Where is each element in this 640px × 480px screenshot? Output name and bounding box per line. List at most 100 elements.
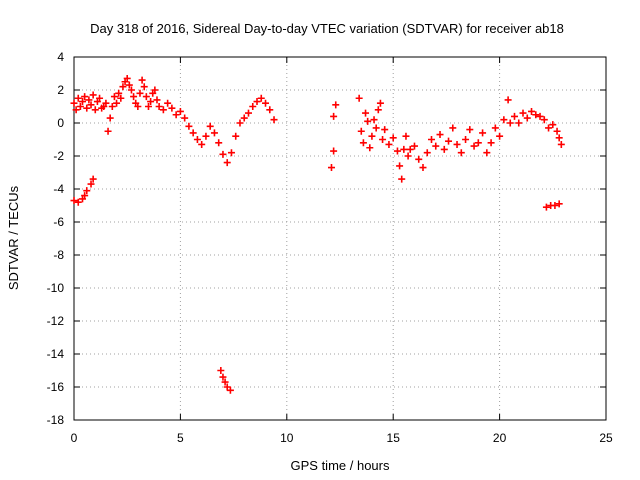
data-point xyxy=(402,132,410,140)
data-point xyxy=(74,94,82,102)
data-point xyxy=(370,116,378,124)
data-point xyxy=(136,89,144,97)
data-point xyxy=(81,192,89,200)
data-point xyxy=(398,175,406,183)
data-point xyxy=(432,142,440,150)
y-tick-label: -18 xyxy=(47,413,65,427)
x-tick-label: 15 xyxy=(387,431,401,445)
data-point xyxy=(202,132,210,140)
data-point xyxy=(257,94,265,102)
data-point xyxy=(266,106,274,114)
data-point xyxy=(91,106,99,114)
data-point xyxy=(515,119,523,127)
data-point xyxy=(127,86,135,94)
data-point xyxy=(168,104,176,112)
data-point xyxy=(483,149,491,157)
data-point xyxy=(215,139,223,147)
data-point xyxy=(81,93,89,101)
data-point xyxy=(372,124,380,132)
data-point xyxy=(555,200,563,208)
data-point xyxy=(393,147,401,155)
data-point xyxy=(134,103,142,110)
data-point xyxy=(510,112,518,120)
data-point xyxy=(206,122,214,130)
data-point xyxy=(108,103,116,110)
data-point xyxy=(87,101,95,109)
y-tick-label: -4 xyxy=(53,182,64,196)
data-point xyxy=(96,94,104,102)
data-point xyxy=(142,93,150,101)
data-point xyxy=(423,149,431,157)
data-point xyxy=(428,136,436,143)
x-tick-label: 10 xyxy=(280,431,294,445)
data-point xyxy=(415,155,423,163)
data-point xyxy=(102,99,110,107)
data-point xyxy=(253,98,261,106)
data-point xyxy=(396,162,404,170)
data-point xyxy=(355,94,363,102)
y-tick-label: -16 xyxy=(47,380,65,394)
data-point xyxy=(74,198,82,206)
y-tick-label: 4 xyxy=(57,50,64,64)
data-point xyxy=(219,150,227,158)
data-point xyxy=(362,109,370,117)
data-point xyxy=(400,145,408,153)
data-point xyxy=(542,203,550,211)
data-point xyxy=(500,116,508,124)
data-point xyxy=(262,99,270,107)
data-point xyxy=(89,175,97,183)
data-point xyxy=(376,99,384,107)
data-point xyxy=(540,116,548,124)
data-point xyxy=(506,119,514,127)
data-point xyxy=(491,124,499,132)
x-tick-label: 5 xyxy=(177,431,184,445)
data-point xyxy=(551,202,559,209)
data-point xyxy=(70,197,78,205)
y-tick-label: -10 xyxy=(47,281,65,295)
data-point xyxy=(236,119,244,127)
data-point xyxy=(217,367,225,374)
data-point xyxy=(223,383,231,391)
data-point xyxy=(445,137,453,145)
x-tick-label: 25 xyxy=(599,431,613,445)
data-point xyxy=(330,147,338,155)
data-point xyxy=(406,145,414,153)
data-point xyxy=(385,140,393,148)
data-point xyxy=(555,134,563,142)
data-point xyxy=(189,129,197,137)
data-point xyxy=(389,134,397,142)
data-point xyxy=(221,378,229,386)
data-point xyxy=(532,111,540,119)
data-point xyxy=(159,106,167,114)
data-point xyxy=(453,140,461,148)
data-point xyxy=(172,111,180,119)
data-point xyxy=(164,99,172,107)
data-point xyxy=(249,103,257,110)
data-point xyxy=(113,99,121,107)
data-point xyxy=(83,104,91,112)
data-point xyxy=(79,98,87,106)
data-point xyxy=(374,106,382,114)
data-point xyxy=(440,145,448,153)
data-point xyxy=(528,107,536,115)
data-point xyxy=(72,106,80,114)
data-point xyxy=(123,74,131,82)
data-point xyxy=(115,89,123,97)
data-point xyxy=(449,124,457,132)
y-tick-label: -8 xyxy=(53,248,64,262)
data-point xyxy=(210,129,218,137)
data-point xyxy=(125,81,133,89)
data-point xyxy=(496,132,504,140)
data-point xyxy=(193,136,201,143)
y-tick-label: 0 xyxy=(57,116,64,130)
data-point xyxy=(404,152,412,160)
data-point xyxy=(332,101,340,109)
data-point xyxy=(144,103,152,110)
data-point xyxy=(185,122,193,130)
plot-frame xyxy=(73,56,607,421)
data-point xyxy=(366,144,374,152)
x-tick-label: 0 xyxy=(71,431,78,445)
data-point xyxy=(155,103,163,110)
